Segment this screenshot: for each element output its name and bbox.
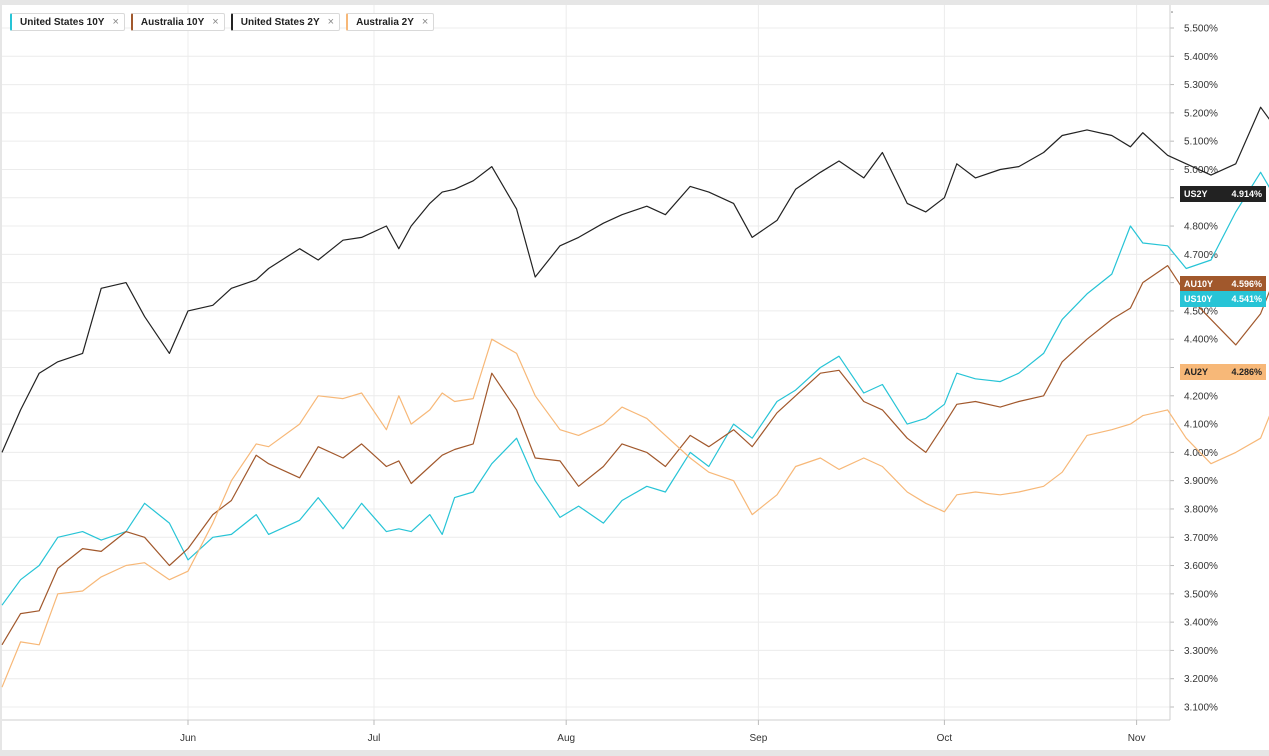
badge-code: AU10Y (1184, 278, 1214, 289)
legend: United States 10Y × Australia 10Y × Unit… (10, 13, 435, 31)
y-tick-label: 4.800% (1184, 222, 1218, 233)
last-value-badge-au2y: AU2Y 4.286% (1180, 363, 1266, 380)
y-tick-label: 3.600% (1184, 561, 1218, 572)
y-tick-label: 5.200% (1184, 108, 1218, 119)
corner-dot (1171, 11, 1173, 13)
series-line-1 (1, 265, 1269, 646)
y-tick-label: 3.500% (1184, 589, 1218, 600)
y-tick-label: 5.100% (1184, 137, 1218, 148)
y-tick-label: 3.700% (1184, 533, 1218, 544)
y-tick-label: 5.300% (1184, 80, 1218, 91)
last-value-badge-au10y: AU10Y 4.596% (1180, 275, 1266, 292)
badge-value: 4.286% (1231, 366, 1262, 377)
y-tick-label: 4.700% (1184, 250, 1218, 261)
y-tick-label: 3.400% (1184, 618, 1218, 629)
series-line-0 (1, 171, 1269, 606)
badge-code: US2Y (1184, 188, 1208, 199)
top-border (0, 0, 1269, 5)
y-tick-label: 4.500% (1184, 306, 1218, 317)
series-line-2 (1, 106, 1269, 453)
close-icon[interactable]: × (327, 16, 335, 28)
x-tick-label: Jul (368, 733, 381, 744)
left-border (0, 0, 2, 756)
bottom-border (0, 750, 1269, 756)
badge-code: US10Y (1184, 294, 1213, 305)
legend-label: Australia 10Y (140, 16, 205, 28)
series-line-3 (1, 338, 1269, 688)
y-tick-label: 5.500% (1184, 24, 1218, 35)
close-icon[interactable]: × (112, 16, 119, 28)
y-tick-label: 3.800% (1184, 504, 1218, 515)
x-tick-label: Jun (180, 733, 196, 744)
legend-chip-us2y[interactable]: United States 2Y × (230, 13, 341, 31)
badge-value: 4.541% (1231, 294, 1262, 305)
legend-label: United States 2Y (240, 16, 320, 28)
y-tick-label: 3.300% (1184, 646, 1218, 657)
legend-chip-us10y[interactable]: United States 10Y × (10, 13, 125, 31)
last-value-badge-us10y: US10Y 4.541% (1180, 291, 1266, 308)
x-axis: Jun Jul Aug Sep Oct Nov (2, 719, 1170, 744)
x-tick-label: Aug (557, 733, 575, 744)
x-tick-label: Sep (750, 733, 768, 744)
y-tick-label: 3.100% (1184, 703, 1218, 714)
y-tick-label: 4.400% (1184, 335, 1218, 346)
y-tick-label: 5.400% (1184, 52, 1218, 63)
badge-code: AU2Y (1184, 366, 1209, 377)
series-lines (1, 106, 1269, 688)
legend-label: United States 10Y (20, 16, 105, 28)
grid (2, 5, 1170, 720)
badge-value: 4.914% (1231, 188, 1262, 199)
legend-label: Australia 2Y (356, 16, 414, 28)
x-tick-label: Oct (937, 733, 953, 744)
close-icon[interactable]: × (421, 16, 429, 28)
y-tick-label: 3.900% (1184, 476, 1218, 487)
last-value-badge-us2y: US2Y 4.914% (1180, 185, 1266, 202)
y-tick-label: 4.100% (1184, 420, 1218, 431)
y-tick-label: 4.200% (1184, 391, 1218, 402)
badge-value: 4.596% (1231, 278, 1262, 289)
legend-chip-au10y[interactable]: Australia 10Y × (130, 13, 225, 31)
x-tick-label: Nov (1128, 733, 1146, 744)
legend-chip-au2y[interactable]: Australia 2Y × (346, 13, 435, 31)
y-tick-label: 3.200% (1184, 674, 1218, 685)
y-axis: 3.100% 3.200% 3.300% 3.400% 3.500% 3.600% 3.70… (1169, 5, 1218, 720)
close-icon[interactable]: × (212, 16, 219, 28)
